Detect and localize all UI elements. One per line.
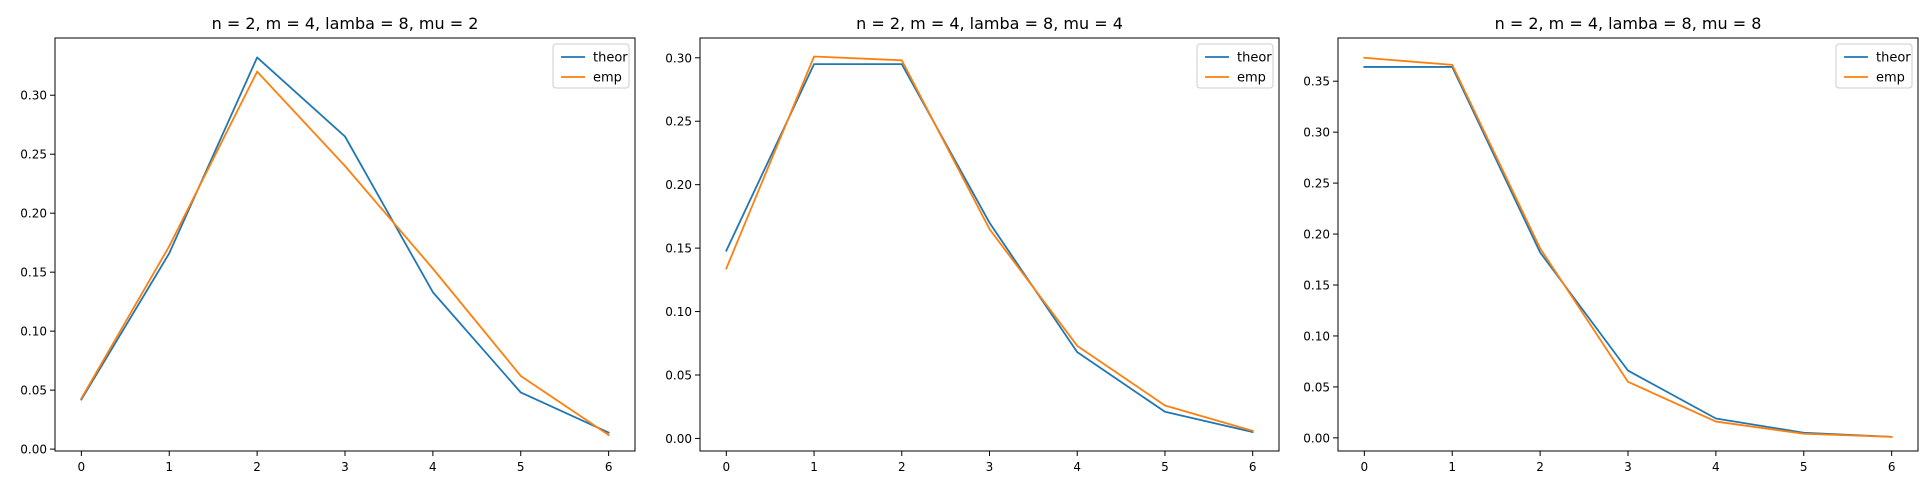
legend: theor emp: [1835, 43, 1913, 89]
x-tick-label: 1: [810, 460, 818, 474]
legend-label-emp: emp: [1876, 71, 1905, 86]
y-tick-label: 0.20: [20, 207, 47, 221]
x-tick-label: 4: [1712, 460, 1720, 474]
y-tick-label: 0.20: [665, 178, 692, 192]
y-tick-label: 0.35: [1303, 75, 1330, 89]
y-tick-label: 0.30: [665, 51, 692, 65]
y-tick-label: 0.25: [1303, 177, 1330, 191]
x-tick-label: 3: [1624, 460, 1632, 474]
series-line-theor: [80, 56, 610, 434]
chart-title: n = 2, m = 4, lamba = 8, mu = 4: [856, 14, 1123, 33]
y-tick-label: 0.10: [665, 305, 692, 319]
series-line-theor: [725, 63, 1254, 434]
x-tick-label: 1: [1448, 460, 1456, 474]
legend: theor emp: [1196, 43, 1274, 89]
x-tick-label: 6: [1249, 460, 1257, 474]
x-tick-label: 4: [429, 460, 437, 474]
plot-area-frame: [699, 37, 1280, 452]
chart-panel-3: n = 2, m = 4, lamba = 8, mu = 8 0 1 2 3 4 5 6 0.…: [1303, 14, 1919, 474]
x-tick-label: 0: [1361, 460, 1369, 474]
x-tick-label: 2: [1536, 460, 1544, 474]
x-tick-label: 0: [722, 460, 730, 474]
legend-label-theor: theor: [1876, 51, 1911, 66]
x-tick-label: 6: [1888, 460, 1896, 474]
legend-label-emp: emp: [593, 71, 622, 86]
y-tick-label: 0.15: [665, 242, 692, 256]
y-tick-label: 0.00: [665, 432, 692, 446]
x-tick-label: 5: [1161, 460, 1169, 474]
chart-panel-1: n = 2, m = 4, lamba = 8, mu = 2 0 1 2 3 4 5 6 0.…: [20, 14, 636, 474]
y-tick-label: 0.10: [20, 325, 47, 339]
y-tick-label: 0.15: [1303, 279, 1330, 293]
plot-area-frame: [1337, 37, 1919, 452]
y-tick-label: 0.05: [665, 368, 692, 382]
x-tick-label: 2: [253, 460, 261, 474]
x-tick-label: 1: [165, 460, 173, 474]
y-tick-label: 0.20: [1303, 228, 1330, 242]
x-tick-label: 5: [1800, 460, 1808, 474]
x-tick-label: 0: [78, 460, 86, 474]
x-tick-label: 6: [605, 460, 613, 474]
y-tick-label: 0.25: [20, 148, 47, 162]
y-tick-label: 0.15: [20, 266, 47, 280]
legend-label-theor: theor: [1237, 51, 1272, 66]
y-tick-label: 0.05: [1303, 380, 1330, 394]
series-line-emp: [80, 70, 610, 437]
y-tick-label: 0.25: [665, 115, 692, 129]
x-tick-label: 3: [341, 460, 349, 474]
legend-label-emp: emp: [1237, 71, 1266, 86]
x-tick-label: 4: [1073, 460, 1081, 474]
y-tick-label: 0.10: [1303, 329, 1330, 343]
series-line-emp: [1363, 56, 1893, 438]
legend: theor emp: [552, 43, 630, 89]
legend-label-theor: theor: [593, 51, 628, 66]
y-tick-label: 0.30: [20, 89, 47, 103]
chart-title: n = 2, m = 4, lamba = 8, mu = 8: [1495, 14, 1762, 33]
x-tick-label: 2: [898, 460, 906, 474]
series-line-emp: [725, 55, 1254, 432]
x-tick-label: 3: [986, 460, 994, 474]
x-tick-label: 5: [517, 460, 525, 474]
y-tick-label: 0.00: [20, 443, 47, 457]
chart-panel-2: n = 2, m = 4, lamba = 8, mu = 4 0 1 2 3 4 5 6 0.…: [665, 14, 1280, 474]
plot-area-frame: [54, 37, 636, 452]
y-tick-label: 0.00: [1303, 431, 1330, 445]
y-tick-label: 0.05: [20, 384, 47, 398]
chart-title: n = 2, m = 4, lamba = 8, mu = 2: [212, 14, 479, 33]
y-tick-label: 0.30: [1303, 126, 1330, 140]
